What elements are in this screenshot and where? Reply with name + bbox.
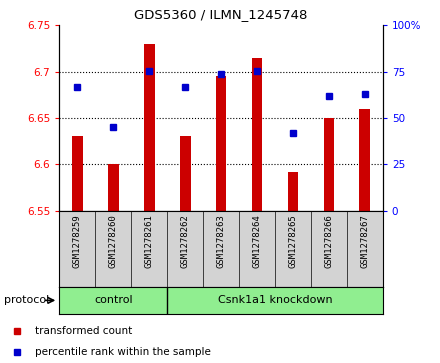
Text: GSM1278264: GSM1278264 xyxy=(253,214,261,268)
Bar xyxy=(252,58,262,211)
Text: Csnk1a1 knockdown: Csnk1a1 knockdown xyxy=(218,295,332,305)
Text: GSM1278263: GSM1278263 xyxy=(216,214,226,268)
Text: transformed count: transformed count xyxy=(35,326,132,336)
Bar xyxy=(216,76,227,211)
Bar xyxy=(180,136,191,211)
Text: protocol: protocol xyxy=(4,295,50,305)
Text: GSM1278265: GSM1278265 xyxy=(289,214,297,268)
Text: GSM1278259: GSM1278259 xyxy=(73,214,82,268)
Bar xyxy=(323,118,334,211)
Bar xyxy=(288,172,298,211)
Bar xyxy=(359,109,370,211)
Text: GSM1278261: GSM1278261 xyxy=(145,214,154,268)
Text: control: control xyxy=(94,295,132,305)
Bar xyxy=(72,136,83,211)
Text: GSM1278267: GSM1278267 xyxy=(360,214,369,268)
Text: GSM1278262: GSM1278262 xyxy=(181,214,190,268)
Text: GSM1278266: GSM1278266 xyxy=(324,214,334,268)
Bar xyxy=(108,164,119,211)
Title: GDS5360 / ILMN_1245748: GDS5360 / ILMN_1245748 xyxy=(134,8,308,21)
Bar xyxy=(144,44,154,211)
Text: GSM1278260: GSM1278260 xyxy=(109,214,118,268)
Text: percentile rank within the sample: percentile rank within the sample xyxy=(35,347,210,358)
